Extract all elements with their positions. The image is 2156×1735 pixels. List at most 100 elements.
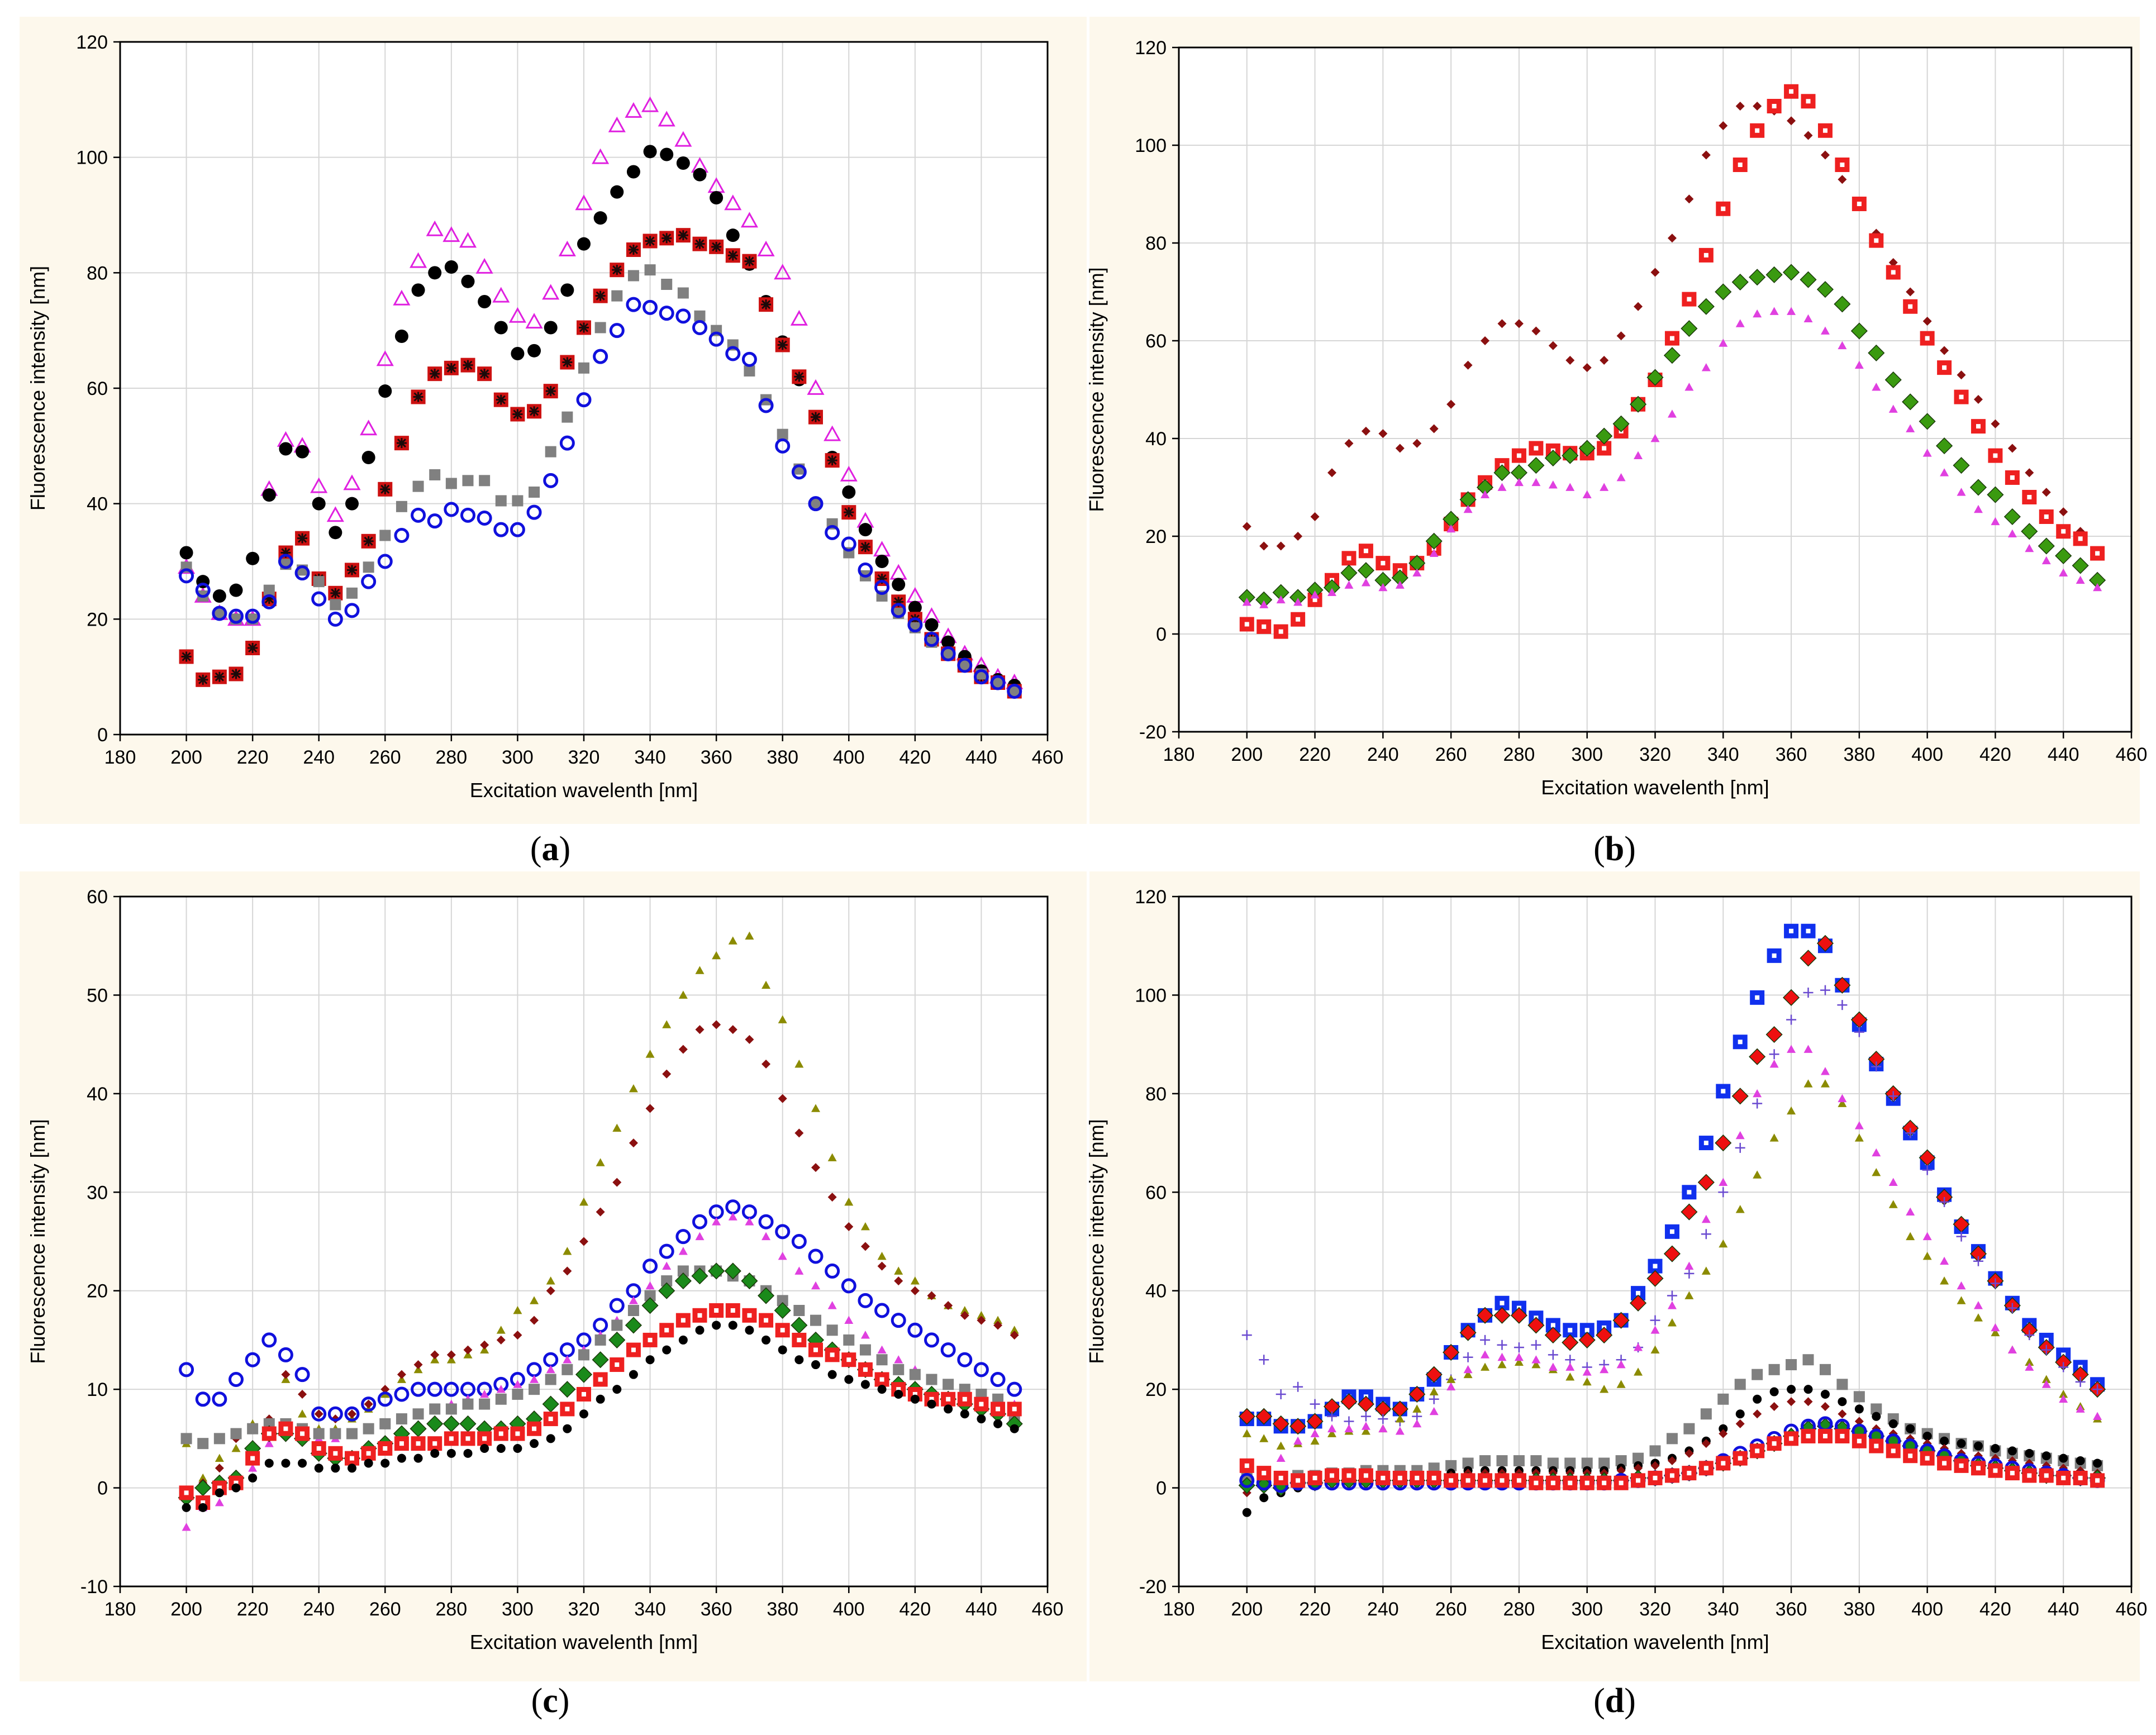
data-point [429,469,441,480]
data-point [860,1331,870,1339]
data-point [231,1483,241,1493]
data-point [1973,395,1983,404]
x-tick-label: 420 [899,747,931,768]
x-tick-label: 400 [1911,744,1943,765]
data-point [179,1362,194,1377]
data-point [1010,1326,1019,1334]
data-point [1562,447,1579,464]
data-point [445,478,457,489]
data-point [1937,360,1952,375]
data-point [1646,1270,1664,1287]
data-point [1527,457,1545,474]
data-point [943,1379,954,1390]
data-point [1481,1350,1490,1359]
data-point [1479,1455,1491,1467]
data-point [281,1375,291,1383]
data-point [692,1214,707,1229]
data-point [1007,1381,1022,1397]
data-point [1565,356,1575,365]
data-point [1600,1385,1609,1393]
data-point [543,1412,558,1427]
data-point [1719,121,1728,130]
data-point [726,228,740,242]
y-tick-label: 80 [87,263,108,284]
data-point [525,313,543,329]
data-point [542,284,560,300]
data-point [1395,444,1405,453]
data-point [1787,116,1796,126]
data-point [427,1381,442,1397]
data-point [1787,1385,1796,1394]
x-tick-label: 420 [899,1599,931,1620]
data-point [2005,1466,2020,1481]
x-tick-label: 360 [1776,744,1807,765]
data-point [1937,1456,1952,1471]
data-point [343,474,361,490]
data-point [196,672,211,687]
data-point [510,522,525,537]
data-point [1733,158,1748,172]
data-point [330,1428,341,1440]
data-point [182,1523,191,1531]
data-point [691,1267,708,1285]
data-point [740,212,758,228]
data-point [1936,437,1953,455]
data-point [314,1464,323,1473]
data-point [774,264,792,280]
data-point [1327,1411,1338,1422]
data-point [512,495,523,507]
data-point [1634,1343,1643,1351]
data-point [1802,1354,1814,1366]
data-point [1868,344,1885,361]
data-point [345,1451,359,1466]
data-point [480,1444,489,1453]
data-point [459,232,477,248]
data-point [1800,950,1817,967]
data-point [1716,1084,1731,1099]
data-point [1565,483,1575,491]
data-point [1527,1317,1545,1334]
data-point [825,1347,840,1362]
data-point [1682,1466,1697,1481]
x-tick-label: 220 [1299,1599,1331,1620]
data-point [944,1301,953,1310]
data-point [858,1362,873,1377]
data-point [2076,575,2085,584]
data-point [1816,935,1834,952]
data-point [1272,1415,1289,1432]
data-point [463,1448,473,1458]
data-point [1988,1463,2003,1478]
data-point [2075,1376,2086,1387]
data-point [245,641,260,655]
data-point [479,1398,491,1410]
x-tick-label: 460 [1032,1599,1064,1620]
data-point [1460,1473,1476,1488]
data-point [527,344,541,358]
data-point [1649,1445,1661,1457]
data-point [629,1370,638,1379]
data-point [1820,326,1830,335]
data-point [924,1332,939,1348]
data-point [1548,480,1558,489]
data-point [594,1334,606,1346]
data-point [1906,1232,1915,1241]
data-point [1429,1394,1439,1404]
data-point [877,1251,887,1260]
data-point [460,358,475,373]
data-point [1514,319,1524,328]
data-point [480,1345,489,1353]
data-point [327,611,343,627]
data-point [2059,1389,2068,1398]
data-point [674,1272,692,1290]
data-point [927,1399,936,1409]
data-point [858,540,873,555]
data-point [1425,1366,1443,1383]
data-point [710,191,724,204]
data-point [559,1381,576,1398]
data-point [444,1431,459,1446]
data-point [825,1263,840,1279]
data-point [827,1193,837,1202]
data-point [331,1464,340,1473]
data-point [1991,1444,2000,1453]
data-point [313,576,325,588]
